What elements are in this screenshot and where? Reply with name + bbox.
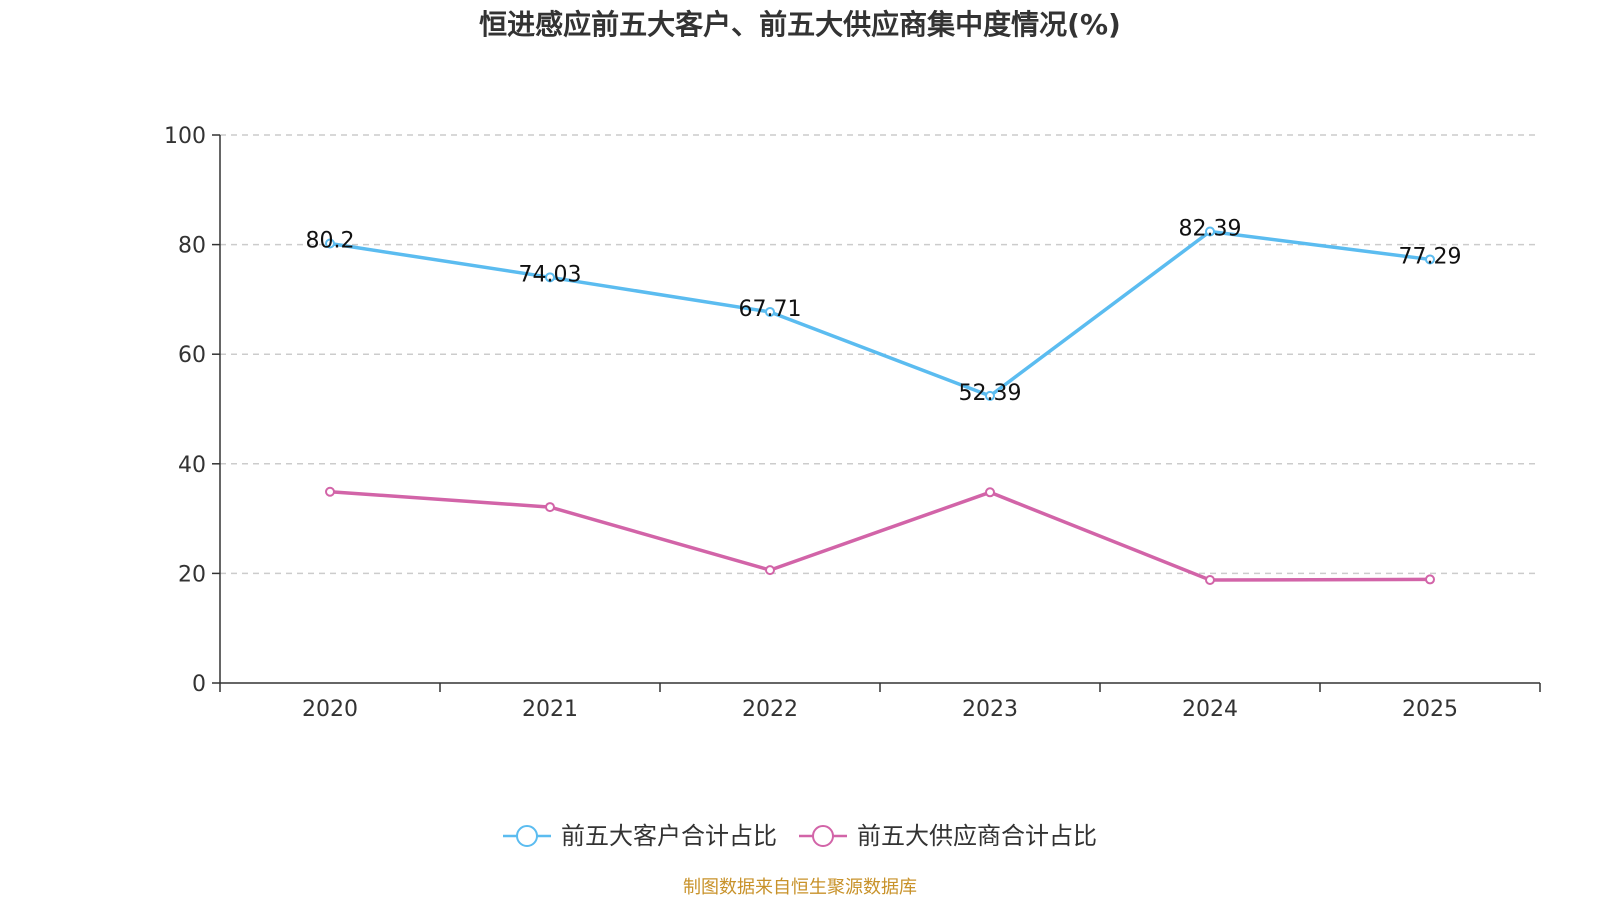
data-label: 80.2	[306, 229, 355, 254]
x-tick-label: 2023	[962, 697, 1018, 722]
data-label: 77.29	[1399, 244, 1462, 269]
legend-marker-icon	[812, 825, 834, 847]
chart-title: 恒进感应前五大客户、前五大供应商集中度情况(%)	[479, 8, 1121, 41]
data-point	[545, 502, 555, 513]
x-tick-label: 2025	[1402, 697, 1458, 722]
data-point	[1425, 574, 1435, 585]
x-tick-label: 2022	[742, 697, 798, 722]
data-point	[985, 487, 995, 498]
data-point	[1205, 574, 1215, 585]
series-line	[329, 229, 1431, 398]
data-point	[545, 272, 555, 283]
data-label: 67.71	[739, 297, 802, 322]
y-tick-label: 100	[164, 124, 206, 149]
legend-label: 前五大供应商合计占比	[857, 822, 1097, 850]
series-1	[325, 486, 1435, 585]
y-tick-label: 20	[178, 562, 206, 587]
source-note: 制图数据来自恒生聚源数据库	[683, 877, 917, 898]
y-tick-label: 0	[192, 672, 206, 697]
data-labels: 80.2 74.03 67.71 52.39 82.39 77.29	[306, 217, 1462, 406]
legend[interactable]: 前五大客户合计占比 前五大供应商合计占比	[503, 822, 1097, 850]
series-line	[329, 490, 1431, 582]
data-point	[1425, 254, 1435, 265]
series-layer	[325, 226, 1435, 585]
x-tick-label: 2024	[1182, 697, 1238, 722]
axes: 0 20 40 60 80 100 2020 2021 2022 2023 2024 2025	[164, 124, 1541, 722]
series-0	[325, 226, 1435, 401]
data-label: 74.03	[519, 262, 582, 287]
y-tick-label: 80	[178, 234, 206, 259]
data-point	[765, 565, 775, 576]
y-tick-label: 40	[178, 453, 206, 478]
data-point	[325, 238, 335, 249]
data-label: 52.39	[959, 381, 1022, 406]
legend-item-1[interactable]: 前五大供应商合计占比	[799, 822, 1097, 850]
legend-marker-icon	[516, 825, 538, 847]
legend-label: 前五大客户合计占比	[561, 822, 777, 850]
data-point	[985, 390, 995, 401]
y-tick-label: 60	[178, 343, 206, 368]
data-point	[325, 486, 335, 497]
data-label: 82.39	[1179, 217, 1242, 242]
legend-item-0[interactable]: 前五大客户合计占比	[503, 822, 777, 850]
x-tick-label: 2021	[522, 697, 578, 722]
data-point	[765, 306, 775, 317]
data-point	[1205, 226, 1215, 237]
x-tick-label: 2020	[302, 697, 358, 722]
